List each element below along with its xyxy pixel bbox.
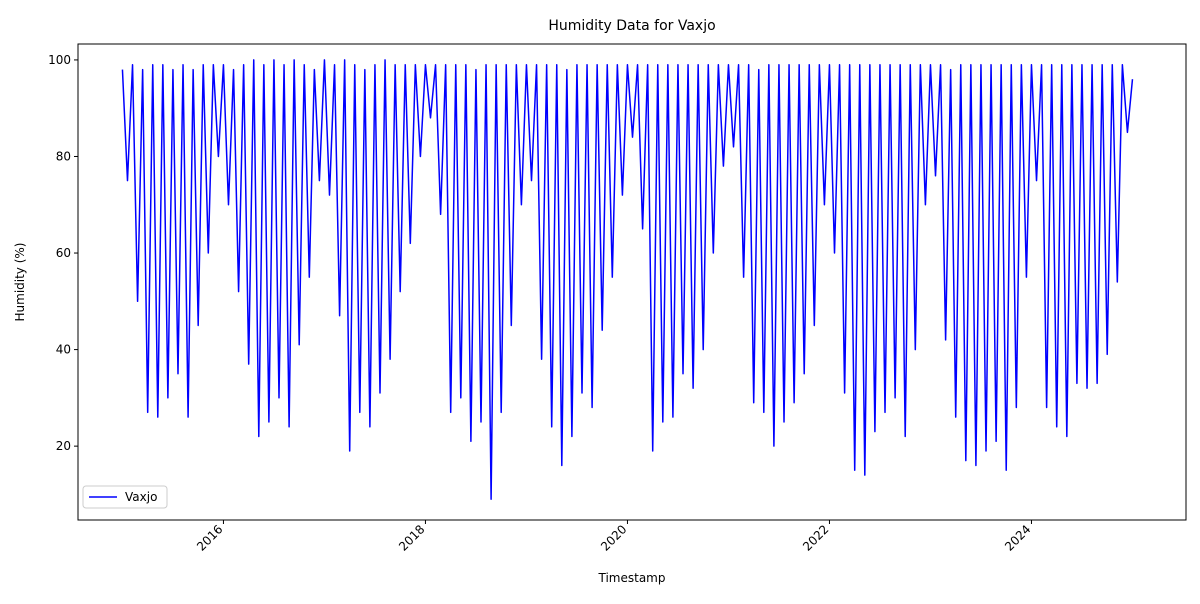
legend-box bbox=[82, 485, 168, 509]
legend-label: Vaxjo bbox=[125, 490, 157, 504]
y-tick-label: 80 bbox=[56, 149, 71, 163]
plot-frame bbox=[77, 43, 1187, 521]
y-axis-label: Humidity (%) bbox=[13, 243, 27, 322]
x-tick-label: 2018 bbox=[396, 522, 427, 553]
x-tick-label: 2016 bbox=[194, 522, 225, 553]
chart-title: Humidity Data for Vaxjo bbox=[548, 18, 715, 34]
x-tick-label: 2022 bbox=[800, 522, 831, 553]
data-line bbox=[121, 59, 1134, 500]
x-tick-label: 2024 bbox=[1002, 522, 1033, 553]
x-axis-label: Timestamp bbox=[598, 571, 666, 585]
x-tick-label: 2020 bbox=[598, 522, 629, 553]
y-tick-label: 60 bbox=[56, 246, 71, 260]
y-tick-label: 20 bbox=[56, 439, 71, 453]
y-tick-label: 40 bbox=[56, 343, 71, 357]
y-tick-label: 100 bbox=[48, 53, 71, 67]
